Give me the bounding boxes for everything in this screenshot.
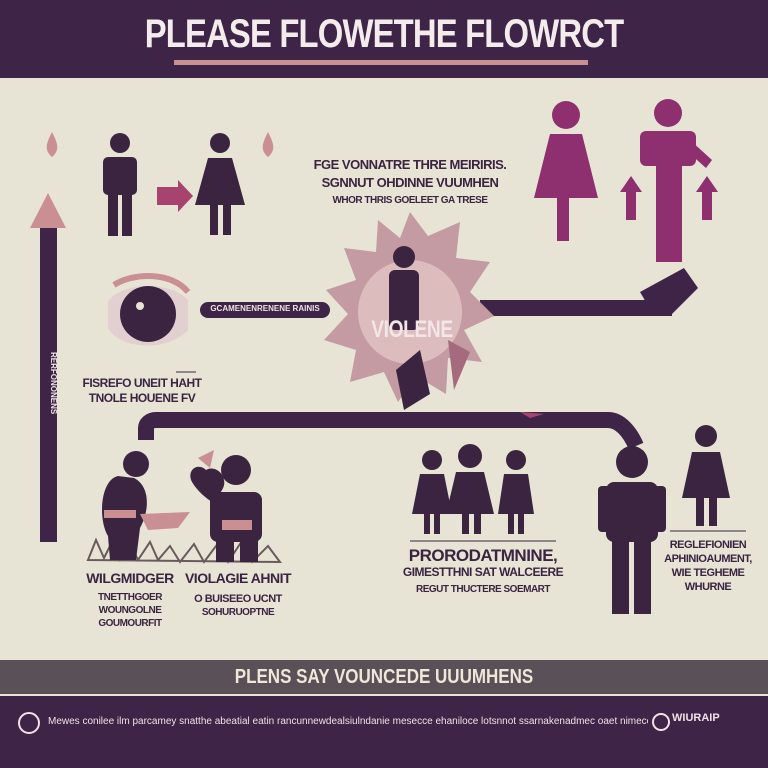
violence-burst xyxy=(324,212,494,410)
flowchart-graphic xyxy=(30,99,746,614)
pill-label: GCAMENENRENENE RAINIS xyxy=(210,304,320,313)
bottom-left-title: WILGMIDGER xyxy=(86,570,174,586)
bottom-band xyxy=(0,660,768,694)
top-text-line: SGNNUT OHDINNE VUUMHEN xyxy=(321,175,499,190)
droplet-icon xyxy=(262,132,274,157)
center-bottom-text: PRORODATMNINE, GIMESTTHNI SAT WALCEERE R… xyxy=(398,546,568,596)
footer-text: Mewes conilee ilm parcamey snatthe abeat… xyxy=(48,716,648,727)
scene-couple xyxy=(86,450,283,564)
axis-label: RERFONONENS xyxy=(49,352,58,415)
right-text-line: WIE TEGHEME xyxy=(671,567,745,579)
band-text: PLENS SAY VOUNCEDE UUUMHENS xyxy=(234,666,534,688)
info-icon xyxy=(18,712,40,734)
right-arrow-icon xyxy=(157,180,193,212)
bottom-mid-line: SOHURUOPTNE xyxy=(201,607,275,618)
woman-icon xyxy=(195,133,245,235)
left-text-line: FISREFO UNEIT HAHT xyxy=(82,376,203,390)
top-text-line: WHOR THRIS GOELEET GA TRESE xyxy=(332,195,488,206)
center-bottom-title: PRORODATMNINE, xyxy=(408,546,558,565)
droplet-icon xyxy=(46,132,58,157)
footer-bar xyxy=(0,696,768,768)
center-bottom-line: REGUT THUCTERE SOEMART xyxy=(416,584,551,595)
eye-icon xyxy=(108,273,191,346)
bracket-line xyxy=(138,412,644,450)
logo-icon xyxy=(652,713,670,731)
marker-icon xyxy=(520,412,544,418)
left-text-line: TNOLE HOUENE FV xyxy=(88,391,196,405)
left-text: FISREFO UNEIT HAHT TNOLE HOUENE FV xyxy=(78,376,206,406)
bottom-left-text: WILGMIDGER TNETTHGOER WOUNGOLNE GOUMOURF… xyxy=(84,570,176,630)
man-icon xyxy=(640,99,712,262)
group-women-icon xyxy=(412,444,534,534)
up-arrow-icon xyxy=(620,176,642,220)
bottom-mid-text: VIOLAGIE AHNIT O BUISEEO UCNT SOHURUOPTN… xyxy=(178,570,298,619)
bottom-left-line: GOUMOURFIT xyxy=(98,618,162,629)
violence-label: VIOLENE xyxy=(371,316,453,343)
title-underline xyxy=(174,60,588,65)
right-text-line: APHINIOAUMENT, xyxy=(664,553,752,565)
man-icon xyxy=(103,133,137,236)
pill-bar xyxy=(200,302,330,318)
woman-icon xyxy=(534,101,598,241)
bottom-left-line: TNETTHGOER xyxy=(98,592,162,603)
footer-brand: WIURAIP xyxy=(672,712,720,724)
bottom-left-line: WOUNGOLNE xyxy=(98,605,162,616)
top-text-line: FGE VONNATRE THRE MEIRIRIS. xyxy=(313,157,507,172)
bottom-mid-title: VIOLAGIE AHNIT xyxy=(184,570,292,586)
bottom-mid-line: O BUISEEO UCNT xyxy=(194,593,282,605)
right-text: REGLEFIONIEN APHINIOAUMENT, WIE TEGHEME … xyxy=(664,538,752,594)
top-text: FGE VONNATRE THRE MEIRIRIS. SGNNUT OHDIN… xyxy=(310,156,510,210)
center-bottom-line: GIMESTTHNI SAT WALCEERE xyxy=(402,565,564,579)
left-vertical-arrow-head xyxy=(30,193,66,228)
up-arrow-icon xyxy=(696,176,718,220)
right-text-line: WHURNE xyxy=(684,581,732,593)
woman-icon xyxy=(682,425,730,526)
left-vertical-arrow-shaft xyxy=(40,222,57,542)
connector-line xyxy=(480,300,672,316)
page-title: PLEASE FLOWETHE FLOWRCT xyxy=(144,12,624,56)
man-icon xyxy=(598,446,666,614)
right-text-line: REGLEFIONIEN xyxy=(669,539,747,551)
connector-arrow-head xyxy=(640,268,698,316)
header-bar xyxy=(0,0,768,78)
